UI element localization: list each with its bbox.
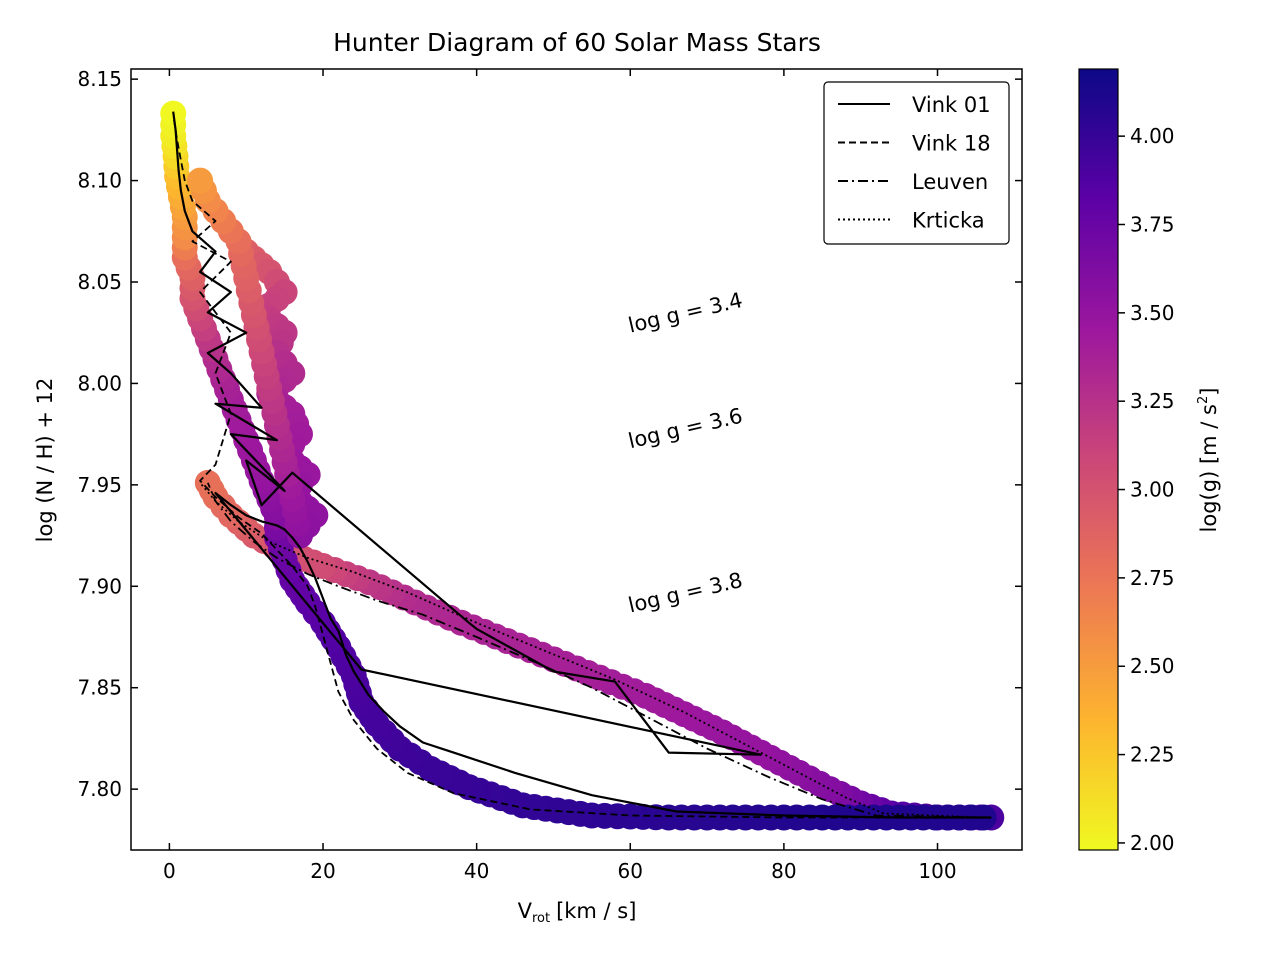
series-line-leuven [206, 482, 984, 819]
y-tick-label: 8.05 [77, 270, 122, 294]
plot-frame [130, 68, 1023, 851]
x-axis-label-main: V [518, 899, 533, 923]
x-tick-label: 80 [771, 859, 796, 883]
colorbar-label-sup: 2 [1196, 396, 1211, 404]
colorbar-tick-label: 2.75 [1130, 566, 1175, 590]
colorbar-tick-label: 3.00 [1130, 478, 1175, 502]
series-line-vink-18 [173, 119, 992, 819]
x-tick-label: 20 [310, 859, 335, 883]
colorbar-tick-label: 3.25 [1130, 389, 1175, 413]
colorbar-tick-label: 4.00 [1130, 124, 1175, 148]
data-marker [187, 167, 214, 194]
series-line-vink-01 [172, 111, 992, 819]
y-tick-label: 7.80 [77, 777, 122, 801]
colorbar-ticks: 2.00 2.25 2.50 2.75 3.00 3.25 3.50 3.75 4.00 [1118, 124, 1175, 855]
legend-box [823, 81, 1010, 245]
legend-label: Vink 01 [912, 93, 991, 117]
colorbar-tick-label: 3.75 [1130, 212, 1175, 236]
x-tick-label: 0 [163, 859, 176, 883]
x-tick-label: 40 [464, 859, 489, 883]
x-tick-label: 100 [918, 859, 956, 883]
log-g-annotation: log g = 3.8 [626, 568, 745, 618]
y-tick-label: 8.15 [77, 67, 122, 91]
series-line-krticka [199, 482, 984, 819]
y-tick-label: 8.00 [77, 371, 122, 395]
y-tick-label: 7.85 [77, 676, 122, 700]
colorbar-tick-label: 2.00 [1130, 831, 1175, 855]
colorbar [1078, 68, 1119, 851]
y-axis-label: log (N / H) + 12 [33, 378, 57, 543]
x-axis-label-unit: [km / s] [556, 899, 636, 923]
colorbar-label-end: ] [1197, 388, 1221, 396]
series-lines [172, 111, 992, 819]
legend-label: Leuven [912, 170, 988, 194]
x-axis-label-sub: rot [532, 911, 550, 926]
y-axis: 7.80 7.85 7.90 7.95 8.00 8.05 8.10 8.15 [77, 67, 1022, 801]
colorbar-label: log(g) [m / s2] [1196, 388, 1221, 533]
annotations: log g = 3.4 log g = 3.6 log g = 3.8 [626, 288, 745, 618]
colorbar-tick-label: 2.25 [1130, 743, 1175, 767]
legend-label: Krticka [912, 209, 985, 233]
legend-label: Vink 18 [912, 132, 991, 156]
x-axis-label: Vrot [km / s] [518, 899, 637, 926]
x-axis: 0 20 40 60 80 100 [163, 69, 957, 883]
log-g-annotation: log g = 3.6 [626, 404, 745, 454]
colorbar-tick-label: 3.50 [1130, 301, 1175, 325]
y-tick-label: 7.95 [77, 473, 122, 497]
colorbar-tick-label: 2.50 [1130, 654, 1175, 678]
chart-title: Hunter Diagram of 60 Solar Mass Stars [333, 28, 821, 57]
legend: Vink 01 Vink 18 Leuven Krticka [823, 81, 1010, 245]
y-tick-label: 8.10 [77, 169, 122, 193]
x-tick-label: 60 [618, 859, 643, 883]
log-g-annotation: log g = 3.4 [626, 288, 745, 338]
colorbar-label-main: log(g) [m / s [1197, 404, 1221, 532]
y-tick-label: 7.90 [77, 574, 122, 598]
